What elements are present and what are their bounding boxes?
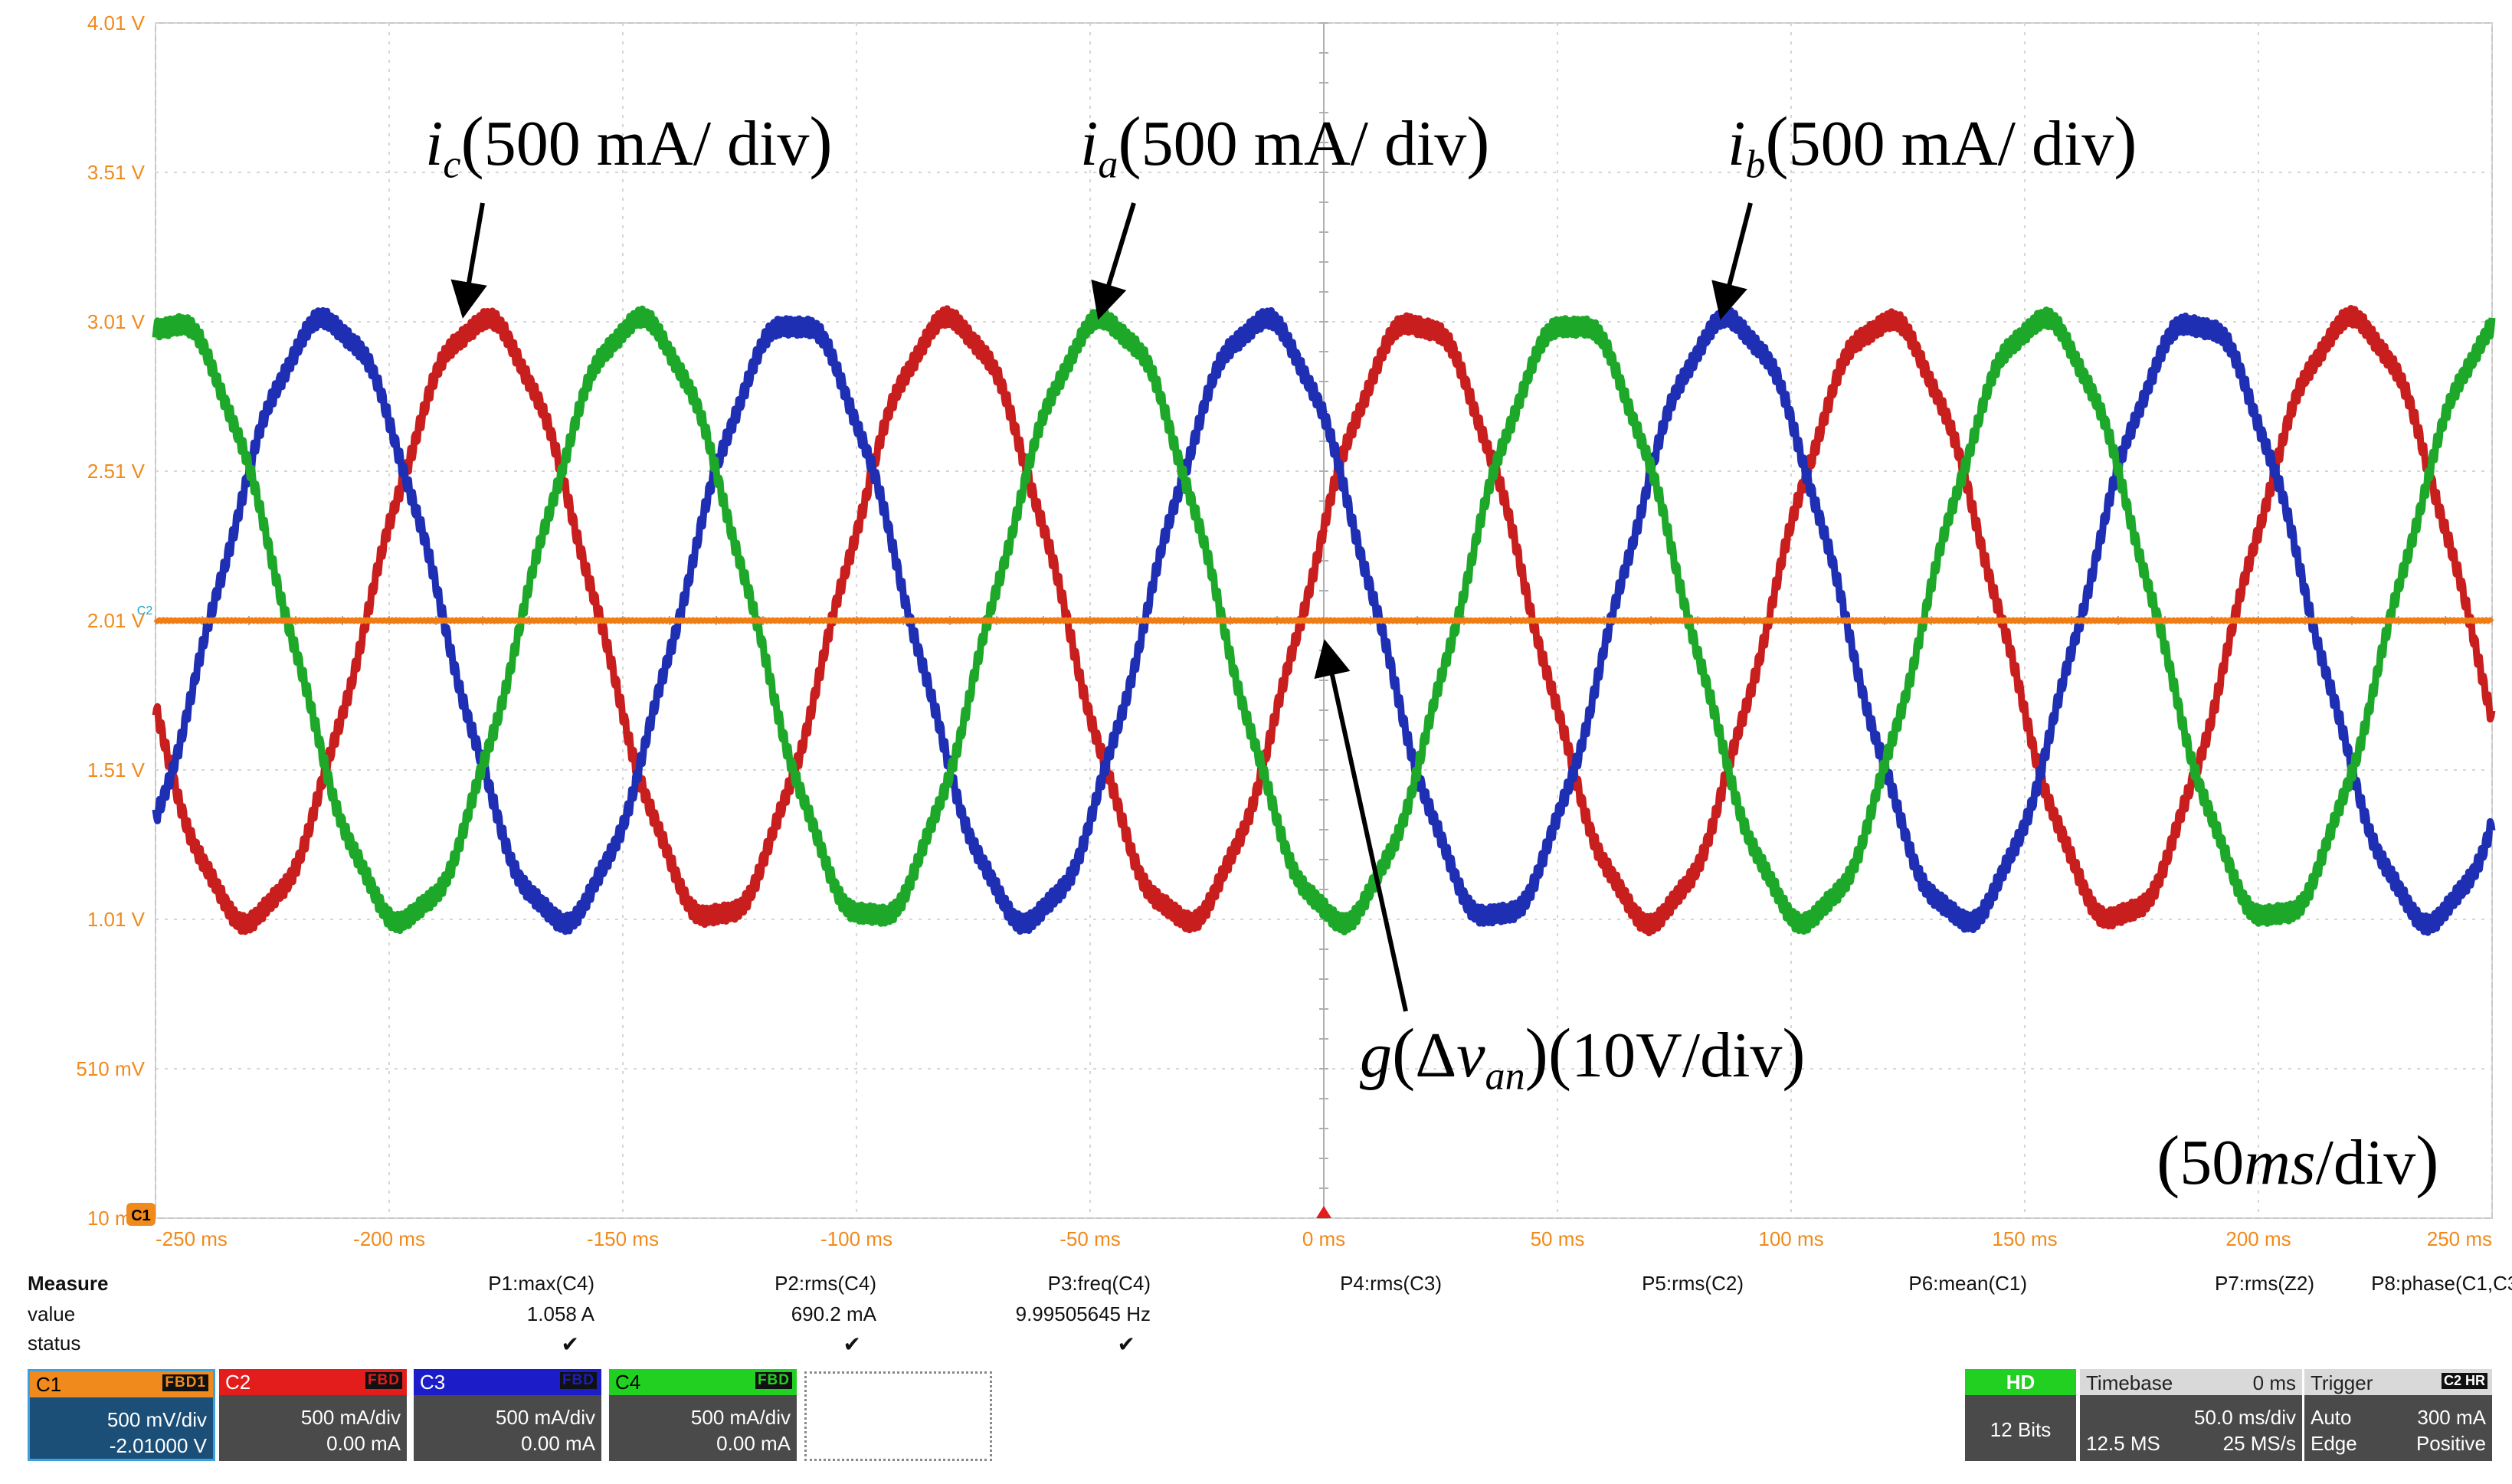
x-tick-label: 100 ms (1758, 1227, 1823, 1250)
param-label[interactable]: P3:freq(C4) (1047, 1272, 1151, 1295)
x-tick-label: -50 ms (1059, 1227, 1120, 1250)
channel-c2-box[interactable]: C2 FBD 500 mA/div 0.00 mA (219, 1369, 407, 1461)
y-tick-label: 2.01 V (87, 609, 146, 632)
x-tick-label: -150 ms (587, 1227, 659, 1250)
x-tick-label: 0 ms (1302, 1227, 1345, 1250)
channel-scale: 500 mA/div (690, 1406, 791, 1429)
channel-name: C4 (615, 1371, 641, 1394)
param-value: 1.058 A (526, 1302, 594, 1325)
c2-ref-label: C2 (137, 604, 153, 618)
channel-name: C1 (36, 1373, 62, 1396)
channel-name: C3 (420, 1371, 446, 1394)
param-label[interactable]: P4:rms(C3) (1340, 1272, 1442, 1295)
y-tick-label: 3.51 V (87, 161, 146, 184)
trigger-level: 300 mA (2417, 1406, 2486, 1429)
annotation-arrow (1314, 639, 1408, 1012)
x-tick-label: -200 ms (353, 1227, 425, 1250)
timebase-delay: 0 ms (2252, 1371, 2296, 1394)
measure-table: Measure P1:max(C4) P2:rms(C4) P3:freq(C4… (28, 1272, 2512, 1364)
param-label[interactable]: P1:max(C4) (488, 1272, 594, 1295)
annotation-ia: ia(500 mA/ div) (1080, 103, 1490, 187)
status-row-label: status (28, 1332, 81, 1355)
param-label[interactable]: P2:rms(C4) (775, 1272, 876, 1295)
trigger-slope: Positive (2415, 1432, 2486, 1455)
param-value: 690.2 mA (791, 1302, 876, 1325)
channel-scale: 500 mA/div (495, 1406, 595, 1429)
channel-scale: 500 mA/div (300, 1406, 401, 1429)
channel-c3-box[interactable]: C3 FBD 500 mA/div 0.00 mA (414, 1369, 601, 1461)
bits-label: 12 Bits (1990, 1418, 2052, 1441)
annotation-arrow (450, 202, 487, 319)
timebase-label: Timebase (2086, 1371, 2173, 1394)
y-tick-label: 2.51 V (87, 460, 146, 483)
channel-offset: 0.00 mA (521, 1432, 595, 1455)
sample-rate: 25 MS/s (2222, 1432, 2296, 1455)
channel-offset: 0.00 mA (716, 1432, 791, 1455)
y-tick-label: 510 mV (76, 1057, 145, 1080)
annotation-ib: ib(500 mA/ div) (1728, 103, 2137, 187)
annotation-timescale: (50ms/div) (2157, 1122, 2439, 1199)
channel-offset: 0.00 mA (326, 1432, 401, 1455)
channel-tags: FBD (559, 1372, 597, 1389)
hd-label: HD (1965, 1369, 2076, 1395)
x-tick-labels: -250 ms -200 ms -150 ms -100 ms -50 ms 0 ms 50… (156, 1227, 2492, 1250)
annotation-ic: ic(500 mA/ div) (425, 103, 833, 187)
x-tick-label: 200 ms (2225, 1227, 2291, 1250)
y-tick-label: 4.01 V (87, 11, 146, 34)
measure-header: Measure (28, 1272, 109, 1295)
param-value: 9.99505645 Hz (1015, 1302, 1151, 1325)
y-tick-label: 1.51 V (87, 758, 146, 781)
channel-name: C2 (225, 1371, 251, 1394)
param-label[interactable]: P6:mean(C1) (1908, 1272, 2027, 1295)
sample-count: 12.5 MS (2086, 1432, 2160, 1455)
timebase-div: 50.0 ms/div (2194, 1406, 2296, 1429)
empty-channel-slot[interactable] (804, 1371, 992, 1461)
x-tick-label: 250 ms (2427, 1227, 2492, 1250)
trace-line (152, 305, 2496, 937)
annotation-g: g(Δvan)(10V/div) (1360, 1014, 1806, 1099)
channel-scale: 500 mV/div (106, 1408, 207, 1431)
y-tick-label: 3.01 V (87, 310, 146, 333)
trigger-label: Trigger (2311, 1371, 2373, 1394)
markers: C1 C2 (126, 604, 1331, 1226)
x-tick-label: 50 ms (1531, 1227, 1585, 1250)
traces (152, 305, 2496, 937)
trace-line (152, 305, 2496, 935)
trigger-tags: C2 HR (2441, 1373, 2487, 1389)
y-tick-label: 1.01 V (87, 908, 146, 931)
x-tick-label: 150 ms (1992, 1227, 2057, 1250)
channel-c1-box[interactable]: C1 FBD1 500 mV/div -2.01000 V (28, 1369, 215, 1461)
oscilloscope-plot: 4.01 V 3.51 V 3.01 V 2.51 V 2.01 V 1.51 V 1.01… (76, 11, 2496, 1250)
x-tick-label: -100 ms (820, 1227, 892, 1250)
trace-line (153, 617, 2494, 624)
hd-box[interactable]: HD 12 Bits (1965, 1369, 2076, 1461)
annotation-arrow (1711, 202, 1753, 320)
trigger-box[interactable]: Trigger C2 HR Auto 300 mA Edge Positive (2304, 1369, 2492, 1461)
annotation-arrows (450, 202, 1753, 1012)
param-label[interactable]: P8:phase(C1,C3) (2371, 1272, 2512, 1295)
value-row-label: value (28, 1302, 76, 1325)
trigger-type: Edge (2311, 1432, 2357, 1455)
trigger-mode: Auto (2311, 1406, 2352, 1429)
param-label[interactable]: P5:rms(C2) (1642, 1272, 1744, 1295)
x-tick-label: -250 ms (156, 1227, 228, 1250)
channel-offset: -2.01000 V (109, 1434, 207, 1457)
c1-ground-label: C1 (131, 1207, 151, 1224)
channel-tags: FBD1 (162, 1374, 208, 1391)
channel-tags: FBD (365, 1372, 402, 1389)
y-tick-labels: 4.01 V 3.51 V 3.01 V 2.51 V 2.01 V 1.51 V 1.01… (76, 11, 145, 1230)
check-icon: ✔ (843, 1332, 861, 1356)
annotation-arrow (1091, 202, 1136, 320)
check-icon: ✔ (561, 1332, 579, 1356)
channel-c4-box[interactable]: C4 FBD 500 mA/div 0.00 mA (609, 1369, 797, 1461)
check-icon: ✔ (1117, 1332, 1135, 1356)
trigger-position-marker (1316, 1206, 1331, 1218)
trace-line (152, 306, 2496, 936)
timebase-box[interactable]: Timebase 0 ms 50.0 ms/div 12.5 MS 25 MS/… (2080, 1369, 2302, 1461)
param-label[interactable]: P7:rms(Z2) (2215, 1272, 2314, 1295)
c1-ground-marker (126, 1203, 156, 1226)
channel-tags: FBD (755, 1372, 792, 1389)
